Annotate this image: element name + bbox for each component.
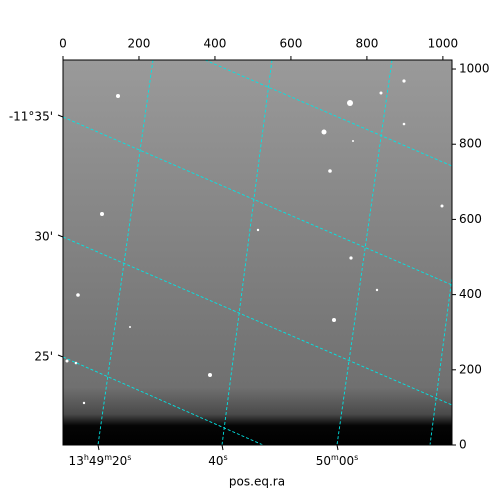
y-tick-label: 600 [459, 212, 482, 226]
coordinate-grid [63, 60, 452, 445]
ra-tick [97, 444, 100, 451]
y-tick-label: 800 [459, 137, 482, 151]
axes-frame [62, 59, 453, 446]
x-tick-label: 600 [279, 37, 302, 51]
dec-tick [57, 114, 64, 118]
stars [65, 79, 444, 405]
x-axis-label: pos.eq.ra [229, 475, 285, 489]
x-tick-label: 800 [355, 37, 378, 51]
ra-tick [221, 444, 224, 451]
dec-tick [57, 234, 64, 238]
ra-tick [336, 444, 339, 451]
image [63, 60, 452, 445]
y-tick-label: 200 [459, 362, 482, 376]
x-tick-label: 1000 [428, 37, 459, 51]
y-tick-label: 1000 [459, 62, 490, 76]
ra-tick-label: 40s [208, 453, 227, 468]
dec-tick-label: -11°35' [9, 110, 53, 124]
y-tick-label: 400 [459, 287, 482, 301]
y-tick-label: 0 [459, 438, 467, 452]
x-tick-label: 0 [59, 37, 67, 51]
ra-tick-label: 13h49m20s [69, 453, 132, 468]
dec-tick-label: 25' [34, 350, 53, 364]
dec-tick-label: 30' [34, 230, 53, 244]
x-tick-label: 200 [128, 37, 151, 51]
x-tick-label: 400 [204, 37, 227, 51]
dec-tick [57, 354, 64, 358]
ra-tick-label: 50m00s [316, 453, 359, 468]
